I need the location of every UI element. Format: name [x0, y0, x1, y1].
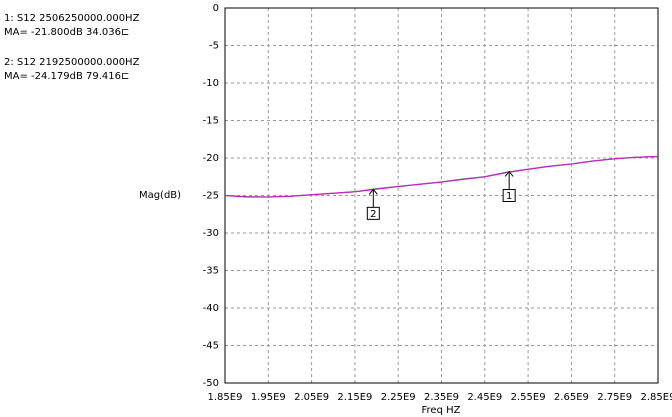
y-axis-label: Mag(dB)	[139, 190, 181, 201]
trace	[224, 155, 659, 198]
x-tick-label: 2.05E9	[294, 392, 329, 403]
marker-label: 2	[370, 209, 376, 220]
y-tick-label: -45	[203, 341, 219, 352]
y-tick-label: -25	[203, 191, 219, 202]
marker-readout: 2: S12 2192500000.000HZ	[4, 57, 140, 68]
marker-readout: 1: S12 2506250000.000HZ	[4, 13, 140, 24]
x-tick-label: 2.45E9	[467, 392, 502, 403]
x-tick-label: 2.15E9	[337, 392, 372, 403]
x-tick-label: 2.25E9	[381, 392, 416, 403]
x-tick-label: 2.35E9	[424, 392, 459, 403]
x-tick-label: 1.95E9	[251, 392, 286, 403]
y-tick-label: -35	[203, 266, 219, 277]
y-tick-label: -5	[209, 41, 219, 52]
x-axis-label: Freq HZ	[422, 405, 461, 416]
marker-box	[502, 189, 516, 202]
marker-box	[366, 206, 380, 220]
marker-readout: MA= -24.179dB 79.416⊏	[4, 71, 129, 82]
x-tick-label: 2.55E9	[511, 392, 546, 403]
x-tick-label: 2.85E9	[641, 392, 672, 403]
x-tick-label: 2.75E9	[597, 392, 632, 403]
marker-label: 1	[506, 191, 512, 202]
x-tick-label: 1.85E9	[208, 392, 243, 403]
y-tick-label: -15	[203, 116, 219, 127]
y-tick-label: 0	[213, 3, 219, 14]
marker-arrow	[504, 170, 514, 177]
y-tick-label: -40	[203, 303, 219, 314]
marker-readout: MA= -21.800dB 34.036⊏	[4, 27, 129, 38]
x-tick-label: 2.65E9	[554, 392, 589, 403]
y-tick-label: -10	[203, 78, 219, 89]
marker-arrow	[368, 188, 378, 195]
y-tick-label: -50	[203, 378, 219, 389]
y-tick-label: -30	[203, 228, 219, 239]
y-tick-label: -20	[203, 153, 219, 164]
